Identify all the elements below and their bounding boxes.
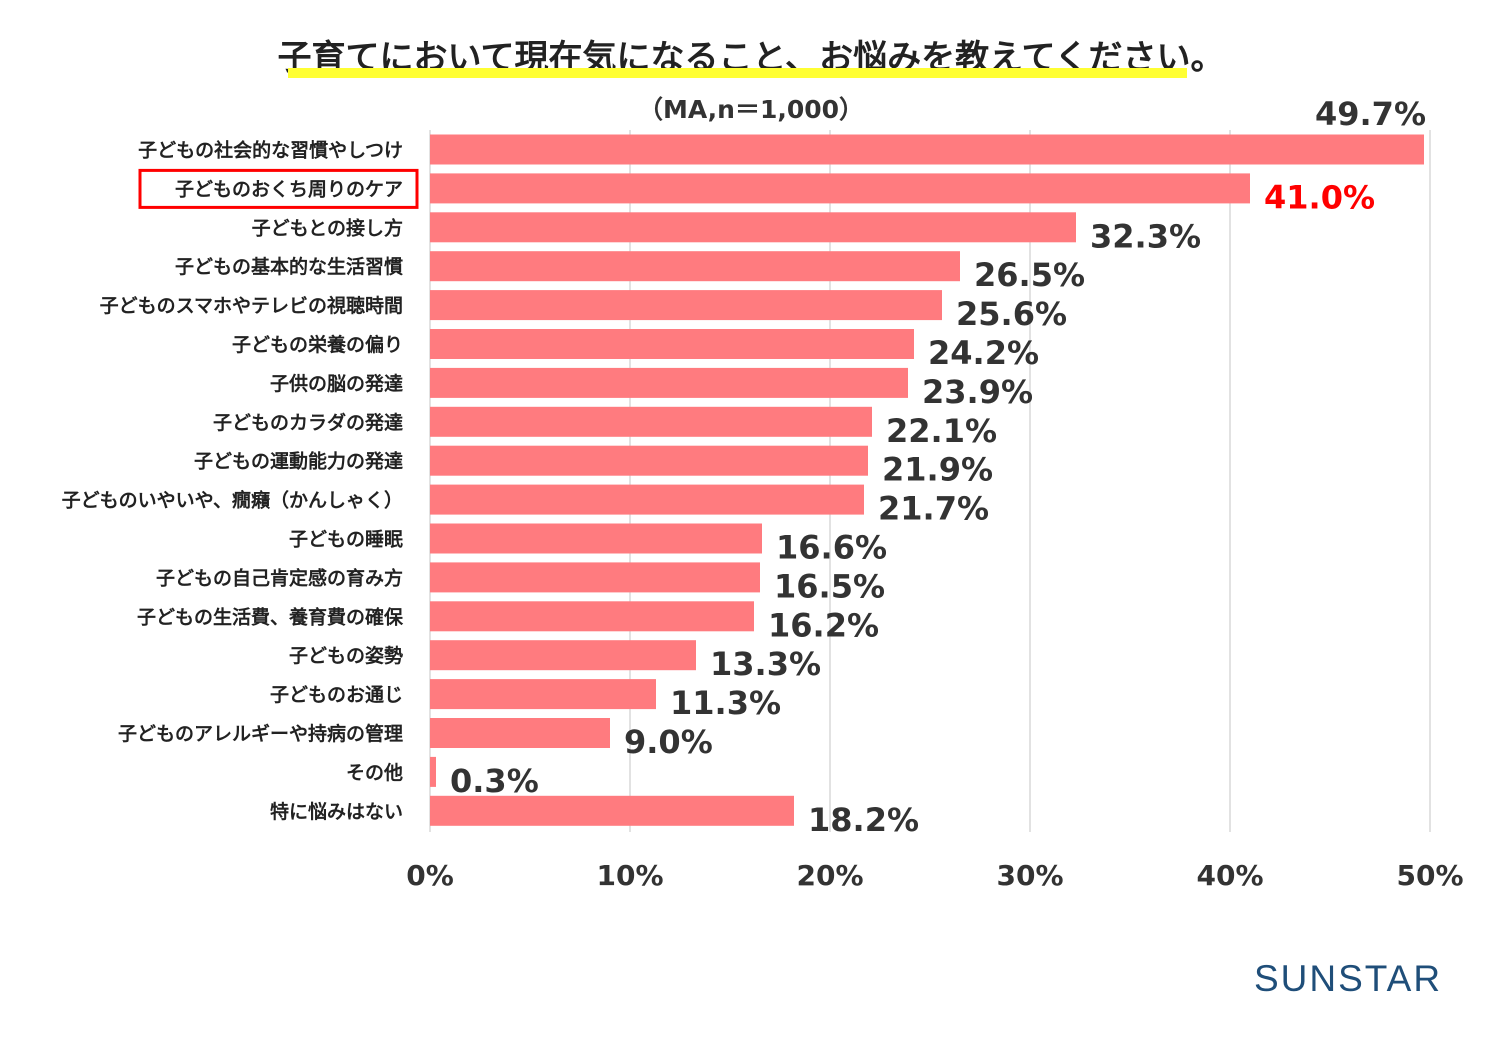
bar: [430, 562, 760, 593]
category-label: 子どもの睡眠: [289, 529, 403, 551]
bar: [430, 601, 754, 632]
bar: [430, 173, 1250, 204]
bar: [430, 756, 436, 787]
value-label: 21.9%: [882, 451, 993, 489]
highlight-box: [138, 168, 419, 209]
x-axis-ticks: 0% 10% 20% 30% 40% 50%: [406, 859, 1463, 892]
bar: [430, 251, 960, 282]
value-label: 18.2%: [808, 801, 919, 839]
category-label: 子どものいやいや、癇癪（かんしゃく）: [62, 489, 403, 512]
category-label: 子どもの姿勢: [289, 644, 403, 667]
category-label: 子どものおくち周りのケア: [175, 178, 403, 200]
category-label: 特に悩みはない: [270, 800, 403, 823]
value-label: 16.2%: [768, 606, 879, 644]
bar: [430, 718, 610, 748]
sunstar-logo: SUNSTAR: [1254, 958, 1443, 999]
bar: [430, 445, 868, 476]
x-tick-label: 40%: [1196, 859, 1263, 892]
bars: [430, 134, 1424, 826]
category-label: 子どものお通じ: [270, 684, 403, 706]
bar: [430, 795, 794, 826]
value-label: 23.9%: [922, 373, 1033, 411]
category-label: その他: [346, 761, 403, 784]
value-label: 49.7%: [1315, 95, 1426, 133]
category-label: 子どもの社会的な習慣やしつけ: [138, 139, 403, 162]
grid-lines: [429, 130, 1431, 832]
category-label: 子どもの生活費、養育費の確保: [137, 605, 404, 628]
bar: [430, 212, 1076, 243]
value-label: 41.0%: [1264, 178, 1375, 216]
bar: [430, 679, 656, 710]
bar: [430, 640, 696, 671]
value-label: 21.7%: [878, 490, 989, 528]
category-label: 子どもの運動能力の発達: [194, 450, 403, 473]
category-label: 子どもとの接し方: [252, 216, 403, 239]
bar: [430, 523, 762, 554]
value-label: 26.5%: [974, 256, 1085, 294]
bar: [430, 367, 908, 398]
bar: [430, 484, 864, 515]
value-label: 25.6%: [956, 295, 1067, 333]
value-label: 0.3%: [450, 762, 539, 800]
value-label: 22.1%: [886, 412, 997, 450]
value-label: 11.3%: [670, 684, 781, 722]
value-labels: 49.7% 41.0% 32.3%26.5%25.6%24.2%23.9%22.1%…: [450, 95, 1426, 839]
category-label: 子どもの自己肯定感の育み方: [156, 566, 403, 589]
category-label: 子どもの基本的な生活習慣: [175, 255, 403, 278]
value-label: 9.0%: [624, 723, 713, 761]
category-label: 子どものアレルギーや持病の管理: [118, 722, 403, 745]
x-tick-label: 0%: [406, 859, 454, 892]
chart-subtitle: （MA,n＝1,000）: [637, 95, 865, 124]
category-label: 子供の脳の発達: [270, 372, 403, 395]
bar: [430, 134, 1424, 165]
x-tick-label: 50%: [1396, 859, 1463, 892]
value-label: 24.2%: [928, 334, 1039, 372]
category-label: 子どもの栄養の偏り: [232, 333, 403, 356]
category-label: 子どものスマホやテレビの視聴時間: [100, 294, 403, 317]
category-label: 子どものカラダの発達: [213, 411, 403, 434]
x-tick-label: 20%: [796, 859, 863, 892]
category-labels: 子どもの社会的な習慣やしつけ子どものおくち周りのケア子どもとの接し方子どもの基本…: [62, 139, 419, 823]
value-label: 13.3%: [710, 645, 821, 683]
x-tick-label: 10%: [596, 859, 663, 892]
title-highlight-underline: [288, 68, 1187, 78]
bar: [430, 290, 942, 321]
value-label: 16.5%: [774, 567, 885, 605]
bar: [430, 329, 914, 359]
value-label: 32.3%: [1090, 217, 1201, 255]
bar: [430, 406, 872, 437]
value-label: 16.6%: [776, 529, 887, 567]
x-tick-label: 30%: [996, 859, 1063, 892]
